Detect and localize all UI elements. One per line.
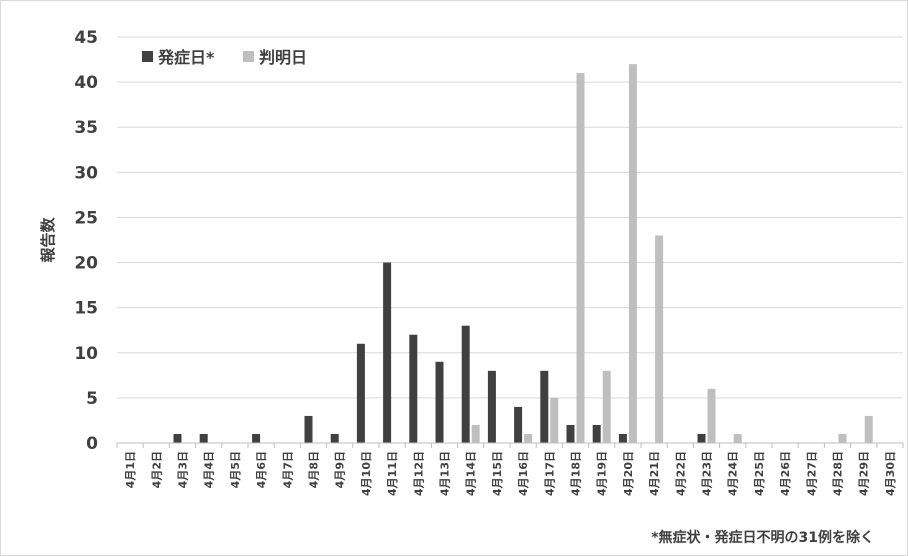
bar-onset-9 [330,433,339,443]
x-tick-label: 4月15日 [491,451,504,496]
bar-onset-23 [697,433,706,443]
bar-confirmed-16 [524,433,533,443]
x-tick-label: 4月29日 [858,451,871,496]
y-tick-label: 40 [74,73,98,93]
y-axis-label: 報告数 [39,217,57,263]
y-tick-label: 0 [86,434,98,454]
bar-confirmed-17 [550,397,559,443]
bar-onset-13 [435,361,444,443]
bar-onset-17 [540,370,549,443]
x-tick-label: 4月26日 [779,451,792,496]
legend-label-onset: 発症日* [157,48,215,67]
y-tick-label: 10 [74,344,98,364]
x-tick-label: 4月9日 [334,451,347,488]
bar-onset-8 [304,415,313,443]
x-tick-label: 4月19日 [596,451,609,496]
x-tick-label: 4月12日 [412,451,425,496]
legend-swatch-onset [142,51,153,62]
bar-confirmed-24 [733,433,742,443]
bar-onset-4 [199,433,208,443]
x-tick-label: 4月10日 [360,451,373,496]
x-tick-label: 4月6日 [255,451,268,488]
x-tick-label: 4月17日 [543,451,556,496]
x-tick-label: 4月25日 [753,451,766,496]
y-tick-label: 20 [74,254,98,274]
x-tick-label: 4月2日 [150,451,163,488]
x-tick-label: 4月8日 [308,451,321,488]
bar-confirmed-20 [628,64,637,444]
x-axis-ticks: 4月1日 4月2日 4月3日 4月4日 4月5日 4月6日 4月7日 4月8日 4月9日 4月10… [116,443,904,496]
x-tick-label: 4月27日 [805,451,818,496]
bar-onset-15 [487,370,496,443]
legend: 発症日* 判明日 [142,48,307,67]
bar-onset-11 [383,262,392,443]
y-tick-label: 25 [74,208,98,228]
bar-onset-14 [461,325,470,443]
y-tick-label: 30 [74,163,98,183]
x-tick-label: 4月21日 [648,451,661,496]
x-tick-label: 4月28日 [832,451,845,496]
x-tick-label: 4月5日 [229,451,242,488]
bar-onset-6 [252,433,261,443]
bar-confirmed-21 [655,235,664,443]
x-tick-label: 4月30日 [884,451,897,496]
x-tick-label: 4月7日 [281,451,294,488]
x-tick-label: 4月20日 [622,451,635,496]
bar-onset-20 [618,433,627,443]
bar-confirmed-14 [471,424,480,443]
x-tick-label: 4月3日 [177,451,190,488]
bar-confirmed-19 [602,370,611,443]
bar-onset-18 [566,424,575,443]
bar-onset-12 [409,334,418,443]
y-tick-label: 45 [74,28,98,48]
bar-confirmed-23 [707,388,716,443]
x-tick-label: 4月22日 [674,451,687,496]
x-tick-label: 4月14日 [465,451,478,496]
legend-label-confirmed: 判明日 [259,48,307,67]
bar-confirmed-28 [838,433,847,443]
x-tick-label: 4月4日 [203,451,216,488]
x-tick-label: 4月1日 [124,451,137,488]
x-tick-label: 4月13日 [439,451,452,496]
x-tick-label: 4月11日 [386,451,399,496]
bar-onset-19 [592,424,601,443]
bar-confirmed-29 [864,415,873,443]
x-tick-label: 4月24日 [727,451,740,496]
bar-onset-3 [173,433,182,443]
y-tick-label: 5 [86,389,98,409]
bars [173,64,873,444]
bar-onset-10 [356,343,365,443]
legend-swatch-confirmed [243,51,254,62]
y-tick-label: 35 [74,118,98,138]
gridlines [117,36,903,399]
x-tick-label: 4月16日 [517,451,530,496]
x-tick-label: 4月18日 [570,451,583,496]
bar-onset-16 [514,406,523,443]
x-tick-label: 4月23日 [701,451,714,496]
bar-confirmed-18 [576,73,585,443]
y-tick-label: 15 [74,299,98,319]
footnote: *無症状・発症日不明の31例を除く [651,529,874,546]
y-axis-ticks: 0 5 10 15 20 25 30 35 40 45 [74,28,98,454]
